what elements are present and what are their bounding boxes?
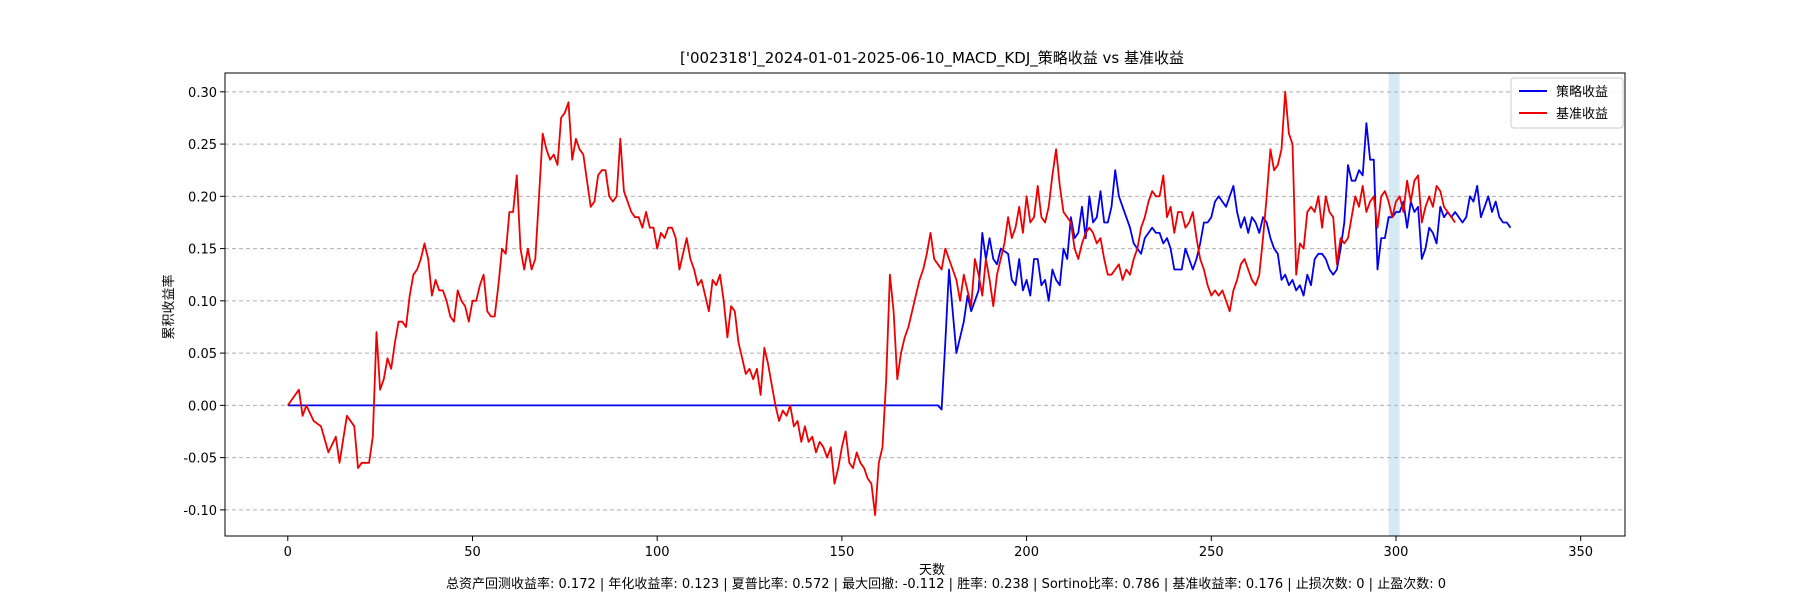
y-tick-label: 0.00 xyxy=(188,399,217,414)
y-tick-label: 0.05 xyxy=(188,347,217,362)
legend: 策略收益 基准收益 xyxy=(1510,77,1624,129)
x-axis-title: 天数 xyxy=(919,563,945,578)
x-tick-label: 50 xyxy=(464,545,481,560)
y-tick-label: -0.10 xyxy=(183,504,217,519)
y-tick-label: 0.15 xyxy=(188,243,217,258)
benchmark-line xyxy=(287,90,1456,516)
y-axis-ticks: -0.10 -0.05 0.00 0.05 0.10 0.15 0.20 0.25 0.30 xyxy=(183,86,225,519)
chart-title: ['002318']_2024-01-01-2025-06-10_MACD_KD… xyxy=(680,49,1184,68)
y-tick-label: -0.05 xyxy=(183,452,217,467)
y-tick-label: 0.10 xyxy=(188,295,217,310)
x-tick-label: 150 xyxy=(829,545,854,560)
y-tick-label: 0.25 xyxy=(188,138,217,153)
y-tick-label: 0.20 xyxy=(188,190,217,205)
x-tick-label: 300 xyxy=(1384,545,1409,560)
x-tick-label: 250 xyxy=(1199,545,1224,560)
y-tick-label: 0.30 xyxy=(188,86,217,101)
x-tick-label: 350 xyxy=(1568,545,1593,560)
legend-label-benchmark: 基准收益 xyxy=(1556,107,1608,122)
x-tick-label: 0 xyxy=(284,545,292,560)
legend-label-strategy: 策略收益 xyxy=(1556,84,1608,100)
series-layer xyxy=(287,90,1512,516)
highlight-layer xyxy=(1388,73,1400,536)
x-tick-label: 200 xyxy=(1014,545,1039,560)
highlight-span xyxy=(1388,73,1400,536)
plot-frame xyxy=(224,72,1626,537)
x-tick-label: 100 xyxy=(645,545,670,560)
stats-summary: 总资产回测收益率: 0.172 | 年化收益率: 0.123 | 夏普比率: 0… xyxy=(446,576,1446,592)
strategy-line xyxy=(287,122,1512,411)
x-axis-ticks: 0 50 100 150 200 250 300 350 xyxy=(284,536,1593,560)
y-axis-title: 累积收益率 xyxy=(161,274,177,339)
